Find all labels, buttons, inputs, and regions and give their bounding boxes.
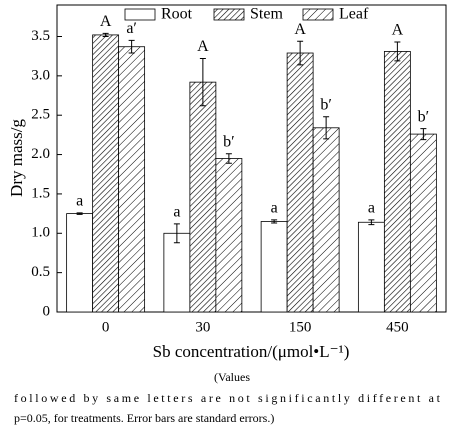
bar [357,221,385,313]
significance-label: a [173,204,180,221]
bar [118,46,146,313]
significance-label: A [294,21,306,38]
legend-swatch [124,8,156,21]
significance-label: a [271,200,278,217]
bar [92,34,120,313]
legend-swatch [213,8,245,21]
error-bar [199,58,206,107]
significance-label: a [368,200,375,217]
legend-label: Stem [250,6,283,23]
y-tick-label: 0.5 [31,264,50,280]
x-tick-label: 0 [102,319,110,335]
bar [189,81,217,313]
bar [66,213,94,313]
significance-label: A [197,38,209,55]
bar [383,51,411,313]
significance-label: b′ [320,96,332,113]
significance-label: b′ [418,108,430,125]
caption-line: (Values [214,370,250,384]
significance-label: A [100,13,112,30]
significance-label: a′ [126,20,137,37]
x-axis-title: Sb concentration/(μmol•L⁻¹) [153,342,350,361]
y-tick-label: 3.5 [31,28,50,44]
error-bar [297,40,304,66]
y-tick-label: 2.5 [31,107,50,123]
error-bar [173,223,180,244]
y-tick-label: 1.5 [31,185,50,201]
caption-line: followed by same letters are not signifi… [14,391,441,405]
significance-label: A [392,22,404,39]
y-tick-label: 2.0 [31,146,50,162]
bar [312,127,340,313]
y-tick-label: 0 [43,303,51,319]
y-tick-label: 1.0 [31,225,50,241]
error-bar [225,153,232,164]
bar [163,232,191,313]
x-tick-label: 150 [289,319,312,335]
bar [260,221,288,313]
error-bar [128,39,135,54]
error-bar [76,212,83,215]
significance-label: a [76,192,83,209]
bar [215,158,243,313]
error-bar [394,41,401,62]
caption-line: p=0.05, for treatments. Error bars are s… [14,411,274,425]
error-bar [420,128,427,141]
x-tick-label: 450 [386,319,409,335]
legend-swatch [302,8,334,21]
error-bar [271,219,278,224]
legend-label: Leaf [339,6,369,23]
error-bar [323,116,330,140]
y-axis-title: Dry mass/g [7,119,26,197]
significance-label: b′ [223,133,235,150]
error-bar [102,32,109,37]
legend-label: Root [161,6,193,23]
x-tick-label: 30 [195,319,210,335]
plot-frame [56,4,447,313]
bar [286,52,314,313]
bar [409,133,437,313]
error-bar [368,219,375,226]
y-tick-label: 3.0 [31,67,50,83]
